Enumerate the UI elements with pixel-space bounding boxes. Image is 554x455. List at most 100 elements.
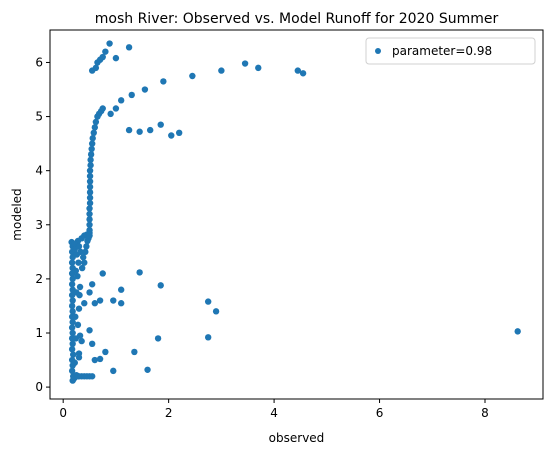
y-axis: 0 1 2 3 4 5 6: [35, 55, 50, 394]
plot-area: [68, 40, 521, 384]
data-point: [68, 302, 76, 310]
data-point: [74, 373, 82, 380]
data-point: [88, 373, 96, 380]
data-point: [204, 334, 212, 341]
data-point: [204, 298, 212, 305]
data-point: [168, 132, 175, 139]
legend: parameter=0.98: [365, 37, 536, 65]
data-point: [69, 318, 76, 326]
data-point: [125, 44, 133, 51]
data-point: [91, 356, 99, 364]
data-point: [80, 254, 87, 261]
data-point: [88, 281, 96, 288]
data-point: [294, 67, 302, 74]
data-point: [69, 329, 76, 337]
data-point: [87, 156, 94, 164]
data-point: [106, 40, 113, 47]
data-point: [86, 205, 93, 212]
data-point: [86, 289, 93, 296]
data-point: [144, 366, 151, 373]
x-tick-label: 8: [481, 406, 489, 420]
data-point: [157, 282, 164, 289]
data-point: [86, 178, 94, 185]
data-point: [72, 267, 80, 274]
data-point: [117, 300, 125, 307]
data-point: [69, 340, 76, 348]
x-tick-label: 0: [59, 406, 67, 420]
data-point: [68, 367, 76, 375]
data-point: [175, 129, 183, 137]
data-point: [76, 332, 84, 339]
data-point: [75, 259, 82, 266]
data-point: [91, 300, 99, 307]
data-point: [71, 359, 78, 366]
data-point: [75, 305, 83, 312]
data-point: [87, 162, 94, 169]
data-point: [131, 348, 138, 356]
data-point: [92, 118, 100, 126]
data-point: [212, 308, 220, 315]
data-point: [141, 86, 149, 93]
data-point: [81, 259, 88, 266]
data-point: [117, 97, 125, 104]
data-point: [72, 313, 79, 320]
x-tick-label: 4: [270, 406, 278, 420]
data-point: [86, 210, 93, 218]
x-tick-label: 2: [165, 406, 173, 420]
data-point: [299, 70, 307, 77]
data-point: [86, 172, 94, 180]
data-point: [86, 183, 94, 191]
y-tick-label: 3: [35, 218, 43, 232]
data-point: [86, 226, 93, 234]
data-point: [99, 53, 106, 61]
y-axis-label: modeled: [10, 188, 24, 240]
data-point: [87, 151, 95, 158]
data-point: [241, 60, 249, 67]
data-point: [75, 350, 83, 357]
data-point: [107, 110, 114, 118]
data-point: [83, 243, 90, 250]
data-point: [128, 91, 135, 99]
data-point: [88, 145, 95, 153]
y-tick-label: 5: [35, 110, 43, 124]
data-point: [88, 140, 96, 147]
y-tick-label: 2: [35, 272, 43, 286]
data-point: [76, 283, 84, 291]
data-point: [110, 297, 117, 304]
data-point: [125, 126, 133, 134]
data-point: [74, 321, 82, 329]
data-point: [88, 340, 96, 348]
data-point: [136, 269, 143, 276]
data-point: [112, 105, 120, 112]
data-point: [68, 259, 76, 266]
data-point: [117, 286, 125, 293]
data-point: [96, 297, 104, 304]
x-tick-label: 6: [376, 406, 384, 420]
data-point: [86, 199, 94, 207]
data-point: [81, 300, 88, 307]
data-point: [74, 272, 81, 280]
y-tick-label: 1: [35, 326, 43, 340]
data-point: [86, 216, 93, 223]
data-point: [86, 194, 94, 201]
data-point: [86, 221, 93, 228]
data-point: [160, 78, 167, 85]
data-point: [69, 275, 76, 283]
data-point: [68, 281, 76, 288]
legend-marker: [375, 48, 381, 54]
data-point: [82, 248, 89, 256]
data-point: [102, 48, 109, 55]
y-tick-label: 0: [35, 380, 43, 394]
data-point: [92, 64, 100, 72]
data-point: [68, 324, 76, 331]
data-point: [89, 135, 96, 142]
data-point: [70, 351, 77, 358]
y-tick-label: 4: [35, 164, 43, 178]
data-point: [75, 243, 83, 250]
data-point: [78, 337, 85, 345]
data-point: [157, 121, 164, 128]
data-point: [77, 248, 84, 256]
data-point: [90, 129, 97, 137]
data-point: [86, 167, 94, 174]
data-point: [255, 64, 262, 72]
